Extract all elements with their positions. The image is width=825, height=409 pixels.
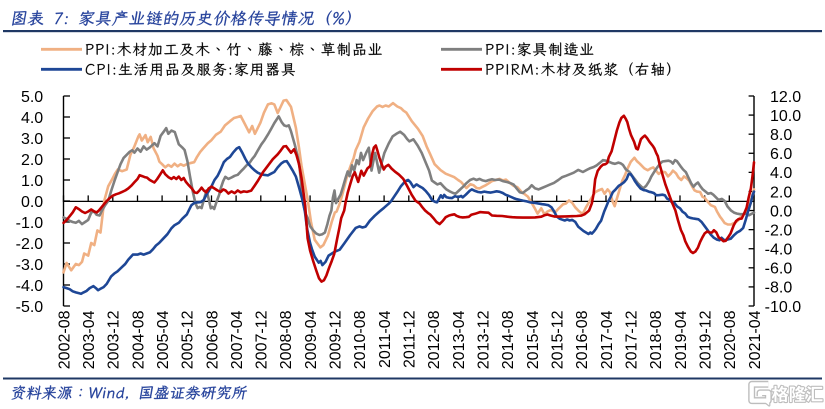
svg-text:2012-08: 2012-08 bbox=[426, 310, 443, 369]
svg-text:2009-04: 2009-04 bbox=[303, 310, 320, 369]
svg-text:2013-12: 2013-12 bbox=[476, 310, 493, 369]
svg-text:-6.0: -6.0 bbox=[765, 261, 793, 278]
svg-text:2017-04: 2017-04 bbox=[599, 310, 616, 369]
svg-text:2.0: 2.0 bbox=[770, 184, 792, 201]
svg-text:1.0: 1.0 bbox=[21, 173, 43, 190]
svg-text:2009-12: 2009-12 bbox=[328, 310, 345, 369]
svg-text:-10.0: -10.0 bbox=[765, 299, 802, 316]
svg-text:5.0: 5.0 bbox=[21, 89, 43, 106]
svg-text:2007-12: 2007-12 bbox=[254, 310, 271, 369]
svg-text:0.0: 0.0 bbox=[770, 203, 792, 220]
svg-text:-5.0: -5.0 bbox=[16, 299, 44, 316]
svg-text:0.0: 0.0 bbox=[21, 194, 43, 211]
svg-text:-3.0: -3.0 bbox=[16, 257, 44, 274]
svg-text:2013-04: 2013-04 bbox=[451, 310, 468, 369]
svg-text:4.0: 4.0 bbox=[21, 110, 43, 127]
svg-text:-2.0: -2.0 bbox=[765, 222, 793, 239]
svg-text:2016-08: 2016-08 bbox=[574, 310, 591, 369]
svg-text:6.0: 6.0 bbox=[770, 146, 792, 163]
svg-text:2006-08: 2006-08 bbox=[204, 310, 221, 369]
svg-text:-8.0: -8.0 bbox=[765, 280, 793, 297]
svg-text:2007-04: 2007-04 bbox=[229, 310, 246, 369]
svg-text:-2.0: -2.0 bbox=[16, 236, 44, 253]
svg-text:2004-08: 2004-08 bbox=[130, 310, 147, 369]
svg-text:2005-04: 2005-04 bbox=[155, 310, 172, 369]
svg-text:10.0: 10.0 bbox=[770, 108, 801, 125]
svg-text:-4.0: -4.0 bbox=[765, 242, 793, 259]
svg-text:2.0: 2.0 bbox=[21, 152, 43, 169]
svg-text:2008-08: 2008-08 bbox=[278, 310, 295, 369]
svg-text:-4.0: -4.0 bbox=[16, 278, 44, 295]
svg-text:12.0: 12.0 bbox=[770, 89, 801, 106]
svg-text:2017-12: 2017-12 bbox=[624, 310, 641, 369]
svg-text:2018-08: 2018-08 bbox=[648, 310, 665, 369]
svg-text:2019-04: 2019-04 bbox=[673, 310, 690, 369]
svg-text:-1.0: -1.0 bbox=[16, 215, 44, 232]
svg-text:3.0: 3.0 bbox=[21, 131, 43, 148]
svg-text:2015-04: 2015-04 bbox=[525, 310, 542, 369]
svg-text:2020-08: 2020-08 bbox=[722, 310, 739, 369]
svg-text:8.0: 8.0 bbox=[770, 127, 792, 144]
svg-text:2011-04: 2011-04 bbox=[377, 310, 394, 368]
svg-text:2003-12: 2003-12 bbox=[106, 310, 123, 369]
svg-text:2002-08: 2002-08 bbox=[56, 310, 73, 369]
svg-text:2005-12: 2005-12 bbox=[180, 310, 197, 369]
svg-text:2019-12: 2019-12 bbox=[698, 310, 715, 369]
svg-text:2015-12: 2015-12 bbox=[550, 310, 567, 369]
svg-text:2010-08: 2010-08 bbox=[352, 310, 369, 369]
svg-text:2003-04: 2003-04 bbox=[81, 310, 98, 369]
svg-text:4.0: 4.0 bbox=[770, 165, 792, 182]
svg-text:2021-04: 2021-04 bbox=[747, 310, 764, 369]
svg-text:2011-12: 2011-12 bbox=[402, 310, 419, 368]
svg-text:2014-08: 2014-08 bbox=[500, 310, 517, 369]
